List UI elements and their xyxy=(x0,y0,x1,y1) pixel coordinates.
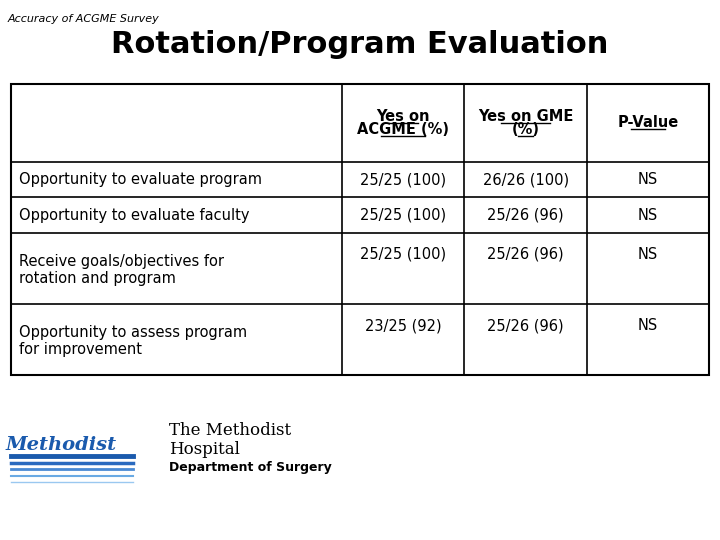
Text: 25/26 (96): 25/26 (96) xyxy=(487,247,564,262)
Text: Opportunity to evaluate faculty: Opportunity to evaluate faculty xyxy=(19,208,250,223)
Text: NS: NS xyxy=(638,172,658,187)
Text: 25/26 (96): 25/26 (96) xyxy=(487,318,564,333)
Text: 25/25 (100): 25/25 (100) xyxy=(360,247,446,262)
Text: Receive goals/objectives for: Receive goals/objectives for xyxy=(19,254,225,269)
Text: 25/26 (96): 25/26 (96) xyxy=(487,208,564,223)
Text: 25/25 (100): 25/25 (100) xyxy=(360,172,446,187)
Text: 26/26 (100): 26/26 (100) xyxy=(482,172,569,187)
Text: Methodist: Methodist xyxy=(6,436,117,455)
Text: Yes on: Yes on xyxy=(377,109,430,124)
Text: Yes on GME: Yes on GME xyxy=(478,109,573,124)
Text: NS: NS xyxy=(638,208,658,223)
Text: NS: NS xyxy=(638,318,658,333)
Text: ACGME (%): ACGME (%) xyxy=(357,122,449,137)
Text: NS: NS xyxy=(638,247,658,262)
Text: for improvement: for improvement xyxy=(19,342,143,357)
Text: rotation and program: rotation and program xyxy=(19,271,176,286)
Text: Department of Surgery: Department of Surgery xyxy=(169,461,332,474)
Text: The Methodist
Hospital: The Methodist Hospital xyxy=(169,422,292,458)
Text: (%): (%) xyxy=(512,122,539,137)
Text: Rotation/Program Evaluation: Rotation/Program Evaluation xyxy=(112,30,608,59)
Text: Opportunity to assess program: Opportunity to assess program xyxy=(19,325,248,340)
Text: Opportunity to evaluate program: Opportunity to evaluate program xyxy=(19,172,262,187)
Text: P-Value: P-Value xyxy=(617,116,679,130)
Text: 25/25 (100): 25/25 (100) xyxy=(360,208,446,223)
Text: Accuracy of ACGME Survey: Accuracy of ACGME Survey xyxy=(7,14,159,24)
Text: 23/25 (92): 23/25 (92) xyxy=(365,318,441,333)
